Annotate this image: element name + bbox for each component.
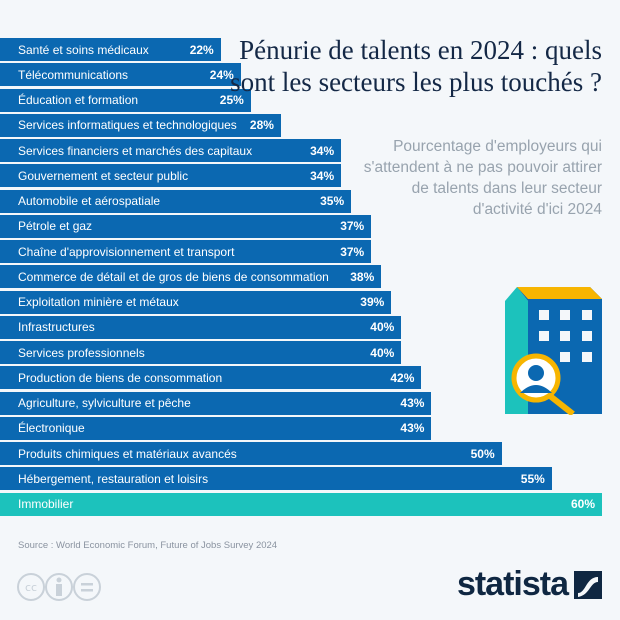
value-label: 40% xyxy=(370,345,395,360)
bar: Services financiers et marchés des capit… xyxy=(0,139,342,163)
bar: Agriculture, sylviculture et pêche 43% xyxy=(0,391,432,415)
value-label: 28% xyxy=(249,118,274,133)
value-label: 34% xyxy=(310,168,335,183)
value-label: 50% xyxy=(470,446,495,461)
bar: Télécommunications 24% xyxy=(0,63,241,87)
category-label: Santé et soins médicaux xyxy=(18,42,149,57)
category-label: Infrastructures xyxy=(18,320,95,335)
category-label: Immobilier xyxy=(18,497,74,512)
bar: Exploitation minière et métaux 39% xyxy=(0,290,392,314)
bar: Électronique 43% xyxy=(0,416,432,440)
bar: Services professionnels 40% xyxy=(0,341,402,365)
value-label: 34% xyxy=(310,143,335,158)
bar: Commerce de détail et de gros de biens d… xyxy=(0,265,382,289)
brand-name: statista xyxy=(456,565,569,603)
attribution-icon xyxy=(45,573,73,601)
chart-title: Pénurie de talents en 2024 : quels sont … xyxy=(230,35,602,97)
bar: Infrastructures 40% xyxy=(0,315,402,339)
cc-icon: cc xyxy=(17,573,45,601)
svg-text:cc: cc xyxy=(25,581,37,594)
value-label: 40% xyxy=(370,320,395,335)
value-label: 39% xyxy=(360,295,385,310)
value-label: 60% xyxy=(570,497,595,512)
value-label: 42% xyxy=(390,370,415,385)
category-label: Services financiers et marchés des capit… xyxy=(18,143,253,158)
building-search-icon xyxy=(505,287,602,415)
category-label: Services informatiques et technologiques xyxy=(18,118,237,133)
value-label: 24% xyxy=(209,67,234,82)
bar: Hébergement, restauration et loisirs 55% xyxy=(0,467,552,491)
value-label: 37% xyxy=(340,244,365,259)
chart-subtitle: Pourcentage d'employeurs qui s'attendent… xyxy=(363,138,602,218)
bar: Produits chimiques et matériaux avancés 5… xyxy=(0,442,502,466)
category-label: Chaîne d'approvisionnement et transport xyxy=(18,244,235,259)
category-label: Exploitation minière et métaux xyxy=(18,295,179,310)
category-label: Commerce de détail et de gros de biens d… xyxy=(18,269,329,284)
source-note: Source : World Economic Forum, Future of… xyxy=(18,540,278,551)
value-label: 25% xyxy=(219,93,244,108)
category-label: Hébergement, restauration et loisirs xyxy=(18,471,209,486)
category-label: Électronique xyxy=(18,421,85,436)
statista-logo-icon xyxy=(574,570,602,599)
value-label: 38% xyxy=(350,269,375,284)
bar: Services informatiques et technologiques… xyxy=(0,113,281,137)
value-label: 22% xyxy=(189,42,214,57)
license-icons: cc xyxy=(17,573,101,601)
value-label: 43% xyxy=(400,396,425,411)
statista-logo[interactable]: statista xyxy=(457,565,602,604)
bar: Pétrole et gaz 37% xyxy=(0,214,372,238)
category-label: Gouvernement et secteur public xyxy=(18,168,189,183)
category-label: Services professionnels xyxy=(18,345,145,360)
bar: Gouvernement et secteur public 34% xyxy=(0,164,342,188)
category-label: Agriculture, sylviculture et pêche xyxy=(18,396,191,411)
value-label: 55% xyxy=(520,471,545,486)
category-label: Produits chimiques et matériaux avancés xyxy=(18,446,237,461)
bar: Automobile et aérospatiale 35% xyxy=(0,189,352,213)
value-label: 37% xyxy=(340,219,365,234)
category-label: Télécommunications xyxy=(18,67,129,82)
category-label: Éducation et formation xyxy=(18,93,139,108)
value-label: 35% xyxy=(320,194,345,209)
bar: Production de biens de consommation 42% xyxy=(0,366,422,390)
category-label: Pétrole et gaz xyxy=(18,219,93,234)
bar: Santé et soins médicaux 22% xyxy=(0,38,221,61)
bar: Éducation et formation 25% xyxy=(0,88,251,112)
category-label: Automobile et aérospatiale xyxy=(18,194,161,209)
bar: Immobilier 60% xyxy=(0,492,602,516)
bar: Chaîne d'approvisionnement et transport 3… xyxy=(0,240,372,264)
category-label: Production de biens de consommation xyxy=(18,370,223,385)
value-label: 43% xyxy=(400,421,425,436)
no-derivatives-icon xyxy=(73,573,101,601)
